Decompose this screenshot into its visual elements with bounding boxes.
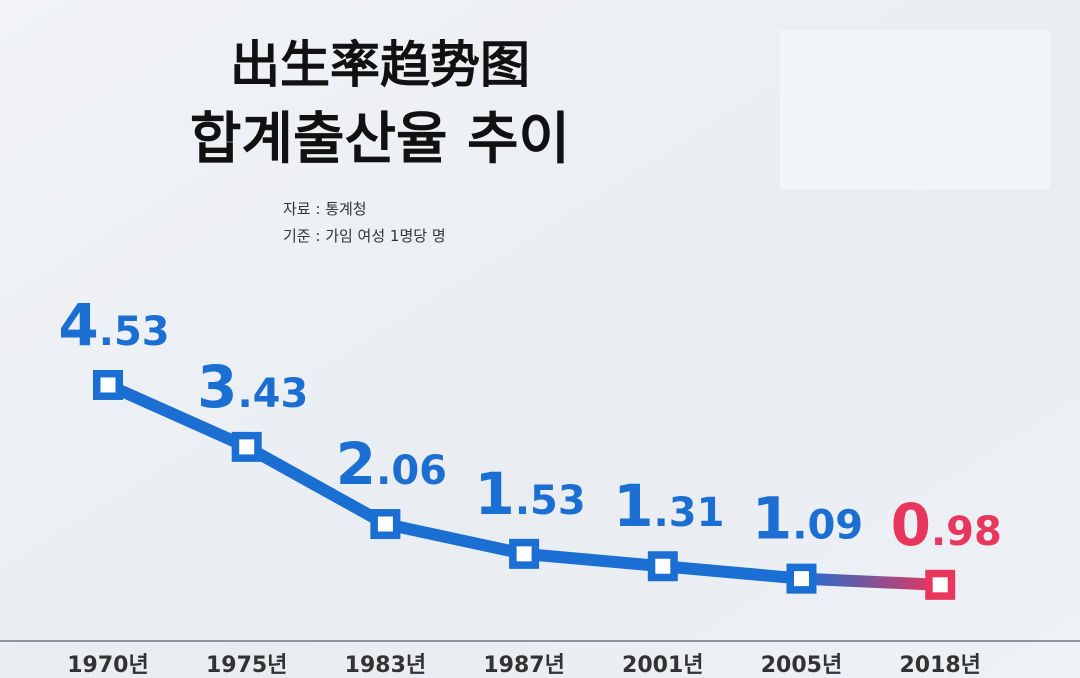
data-point-inner bbox=[655, 558, 671, 574]
value-label: 1.31 bbox=[613, 472, 724, 540]
chart-title: 出生率趋势图 bbox=[230, 36, 530, 94]
value-label: 0.98 bbox=[891, 491, 1002, 559]
chart-subtitle: 합계출산율 추이 bbox=[190, 107, 570, 172]
data-point-inner bbox=[932, 577, 948, 593]
data-point-inner bbox=[100, 377, 116, 393]
x-tick-label: 2001년 bbox=[622, 653, 703, 678]
value-label: 2.06 bbox=[336, 430, 447, 498]
data-point-inner bbox=[239, 439, 255, 455]
data-point-inner bbox=[794, 571, 809, 587]
x-tick-label: 2018년 bbox=[899, 653, 980, 678]
value-label: 1.09 bbox=[752, 485, 863, 553]
data-point-inner bbox=[516, 546, 532, 562]
x-tick-label: 1975년 bbox=[206, 653, 287, 678]
data-point-inner bbox=[377, 516, 393, 532]
value-label: 3.43 bbox=[197, 353, 308, 421]
x-tick-label: 1987년 bbox=[483, 653, 564, 678]
unit-note: 기준 : 가임 여성 1명당 명 bbox=[283, 227, 446, 245]
source-note: 자료 : 통계청 bbox=[283, 200, 367, 218]
value-label: 1.53 bbox=[474, 460, 585, 528]
x-tick-label: 1970년 bbox=[67, 653, 148, 678]
x-tick-label: 1983년 bbox=[345, 653, 426, 678]
backdrop-panel bbox=[780, 30, 1050, 190]
value-label: 4.53 bbox=[58, 291, 169, 359]
x-tick-label: 2005년 bbox=[761, 653, 842, 678]
